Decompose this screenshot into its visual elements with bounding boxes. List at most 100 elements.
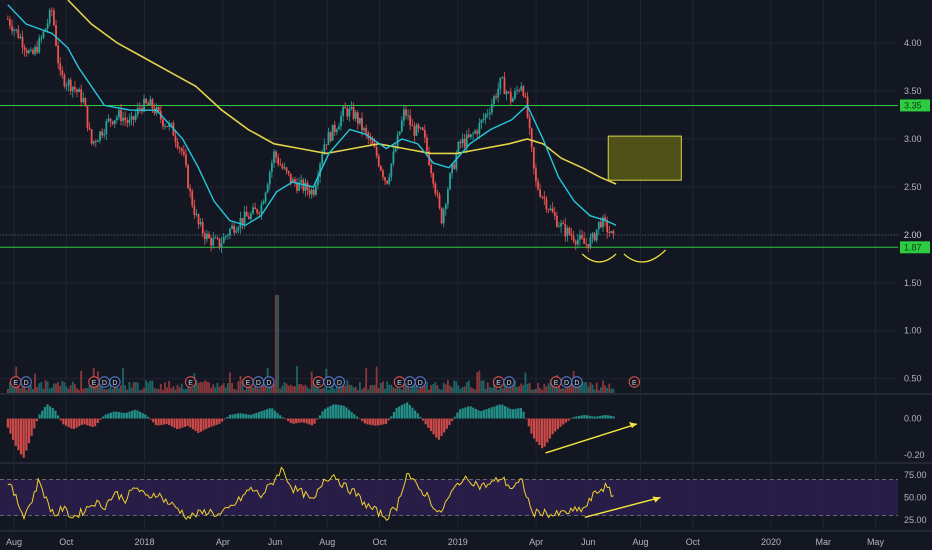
candle-body [549, 208, 552, 210]
macd-histogram-bar [498, 404, 501, 419]
macd-histogram-bar [408, 404, 411, 419]
macd-histogram-bar [51, 408, 54, 419]
volume-bar [153, 388, 156, 393]
volume-bar [532, 389, 535, 393]
price-label-box [900, 228, 930, 241]
macd-histogram-bar [424, 418, 427, 425]
candle-body [467, 134, 470, 138]
candle-body [27, 50, 30, 54]
volume-bar [185, 389, 187, 393]
volume-bar [296, 366, 298, 393]
volume-bar [195, 380, 198, 393]
candle-body [426, 137, 428, 152]
volume-bar [78, 389, 80, 393]
macd-histogram-bar [226, 416, 229, 419]
candle-body [222, 236, 225, 244]
candle-body [285, 167, 288, 172]
volume-bar [11, 386, 13, 393]
volume-bar [398, 388, 401, 393]
event-marker-label: D [24, 380, 29, 387]
candle-body [413, 126, 416, 136]
macd-histogram-bar [554, 418, 557, 432]
candle-body [482, 118, 485, 121]
candle-body [398, 131, 401, 135]
volume-bar [457, 385, 460, 393]
y-tick-label: 1.50 [904, 278, 922, 288]
volume-bar [528, 383, 531, 393]
volume-bar [279, 388, 282, 393]
macd-histogram-bar [276, 412, 279, 419]
macd-histogram-bar [83, 418, 86, 425]
macd-histogram-bar [263, 410, 266, 419]
volume-bar [55, 383, 57, 393]
volume-bar [99, 382, 101, 393]
candle-body [486, 113, 489, 115]
macd-histogram-bar [146, 416, 150, 419]
macd-histogram-bar [527, 418, 530, 427]
macd-histogram-bar [294, 418, 298, 424]
volume-bar [21, 384, 24, 393]
candle-body [94, 141, 97, 142]
macd-histogram-bar [38, 414, 41, 419]
volume-bar [472, 388, 474, 393]
volume-bar [421, 385, 424, 393]
macd-histogram-bar [9, 418, 12, 434]
x-tick-label: Aug [6, 537, 22, 547]
event-marker [628, 376, 641, 388]
candle-body [256, 209, 259, 214]
candle-body [201, 222, 204, 234]
candle-body [109, 118, 112, 122]
macd-histogram-bar [168, 418, 171, 426]
volume-bar [451, 387, 453, 393]
candle-body [606, 220, 609, 233]
volume-bar [250, 386, 252, 393]
volume-bar [67, 388, 70, 393]
candle-body [13, 29, 16, 31]
candle-body [461, 138, 464, 144]
volume-bar [432, 384, 435, 393]
volume-bar [545, 386, 548, 393]
candle-body [40, 37, 43, 39]
volume-bar [235, 389, 238, 393]
macd-histogram-bar [400, 405, 403, 419]
candle-body [350, 107, 353, 109]
macd-histogram-bar [326, 407, 329, 419]
macd-histogram-bar [387, 418, 390, 421]
macd-histogram-bar [162, 418, 165, 425]
candle-body [237, 227, 240, 231]
volume-bar [308, 388, 311, 393]
candle-body [185, 154, 187, 166]
volume-bar [553, 387, 556, 393]
macd-histogram-bar [271, 408, 274, 419]
macd-histogram-bar [503, 406, 507, 419]
macd-histogram-bar [43, 407, 46, 419]
macd-histogram-bar [480, 410, 483, 419]
volume-bar [459, 388, 462, 393]
macd-histogram-bar [445, 418, 448, 429]
macd-histogram-bar [191, 418, 195, 430]
volume-bar [9, 382, 11, 393]
macd-histogram-bar [297, 418, 300, 423]
macd-histogram-bar [376, 418, 380, 426]
macd-histogram-bar [443, 418, 446, 433]
volume-bar [608, 383, 611, 393]
event-marker [263, 376, 275, 388]
volume-bar [241, 380, 244, 393]
candle-body [71, 86, 74, 92]
volume-bar [371, 385, 374, 393]
volume-bar [191, 388, 194, 393]
candle-body [361, 117, 363, 131]
macd-histogram-bar [342, 405, 345, 419]
macd-histogram-bar [316, 418, 319, 420]
macd-histogram-bar [109, 412, 113, 419]
macd-histogram-bar [141, 413, 144, 419]
macd-histogram-bar [437, 418, 441, 440]
macd-histogram-bar [607, 415, 610, 419]
candle-body [612, 231, 615, 234]
volume-bar [294, 386, 296, 393]
volume-bar [164, 382, 166, 393]
candle-body [226, 235, 229, 236]
candle-body [120, 110, 122, 121]
macd-histogram-bar [472, 407, 475, 419]
